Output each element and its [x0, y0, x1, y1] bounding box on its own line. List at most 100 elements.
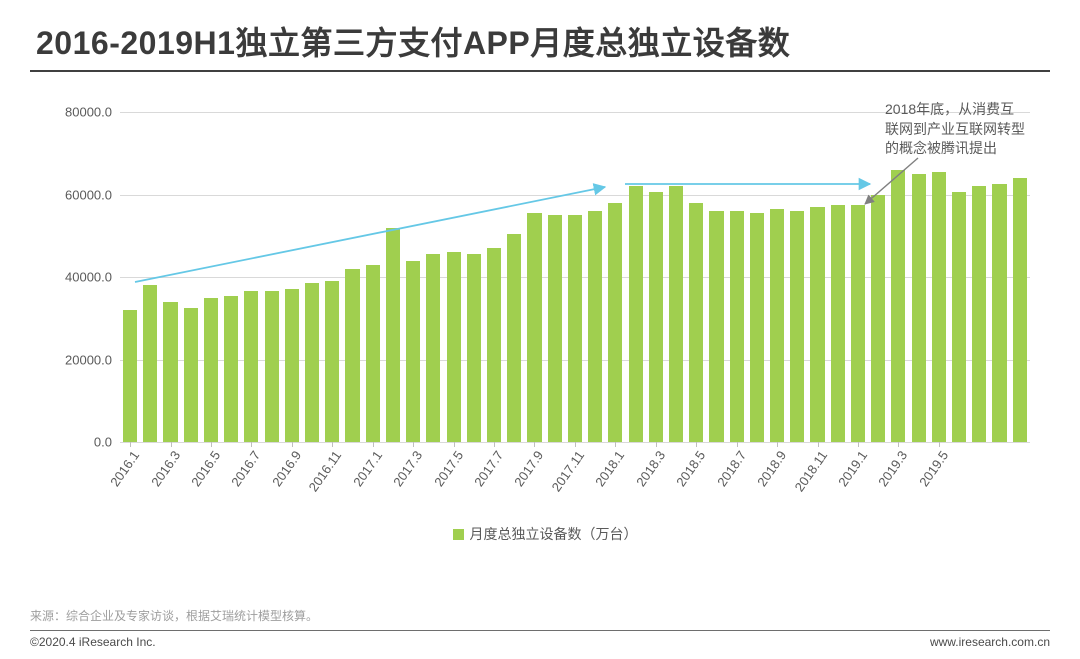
bar-slot — [383, 112, 403, 442]
bar — [709, 211, 723, 442]
page: 2016-2019H1独立第三方支付APP月度总独立设备数 0.020000.0… — [0, 0, 1080, 659]
x-tick — [454, 442, 455, 447]
bar-slot — [969, 112, 989, 442]
y-tick-label: 60000.0 — [50, 187, 112, 202]
bar-slot — [363, 112, 383, 442]
x-label-slot: 2016.1 — [120, 444, 140, 524]
x-tick — [211, 442, 212, 447]
bar-slot — [322, 112, 342, 442]
bar — [224, 296, 238, 442]
x-tick — [494, 442, 495, 447]
annotation-text: 2018年底，从消费互 联网到产业互联网转型 的概念被腾讯提出 — [885, 100, 1025, 159]
bar-slot — [444, 112, 464, 442]
bar-slot — [302, 112, 322, 442]
bar — [790, 211, 804, 442]
x-label-slot: 2017.5 — [444, 444, 464, 524]
bar — [689, 203, 703, 442]
bar-slot — [747, 112, 767, 442]
x-label-slot — [949, 444, 969, 524]
x-label-slot: 2018.3 — [646, 444, 666, 524]
x-tick — [413, 442, 414, 447]
x-tick — [373, 442, 374, 447]
bar — [1013, 178, 1027, 442]
bar — [184, 308, 198, 442]
x-tick — [171, 442, 172, 447]
bar-slot — [929, 112, 949, 442]
x-label-slot: 2017.3 — [403, 444, 423, 524]
bar-chart: 0.020000.040000.060000.080000.0 2016.1 20… — [50, 112, 1040, 542]
legend-label: 月度总独立设备数（万台） — [470, 526, 638, 542]
x-tick — [898, 442, 899, 447]
bar-slot — [807, 112, 827, 442]
footer: 来源：综合企业及专家访谈，根据艾瑞统计模型核算。 ©2020.4 iResear… — [30, 607, 1050, 649]
x-label-slot: 2018.7 — [727, 444, 747, 524]
legend: 月度总独立设备数（万台） — [50, 524, 1040, 544]
y-tick-label: 40000.0 — [50, 270, 112, 285]
bar-slot — [221, 112, 241, 442]
copyright: ©2020.4 iResearch Inc. — [30, 635, 156, 649]
x-tick — [818, 442, 819, 447]
x-label-slot: 2016.7 — [241, 444, 261, 524]
x-label-slot: 2019.3 — [888, 444, 908, 524]
bar — [932, 172, 946, 442]
bar-slot — [848, 112, 868, 442]
bar-slot — [1010, 112, 1030, 442]
bar — [487, 248, 501, 442]
bar-slot — [282, 112, 302, 442]
bar-slot — [646, 112, 666, 442]
bar — [568, 215, 582, 442]
bar-slot — [888, 112, 908, 442]
bar-slot — [686, 112, 706, 442]
title-underline — [30, 70, 1050, 72]
bar — [527, 213, 541, 442]
bar-slot — [625, 112, 645, 442]
bar-slot — [727, 112, 747, 442]
x-label-slot: 2018.11 — [807, 444, 827, 524]
x-label-slot: 2019.5 — [929, 444, 949, 524]
bar — [143, 285, 157, 442]
x-label-slot — [969, 444, 989, 524]
x-tick — [130, 442, 131, 447]
site-link: www.iresearch.com.cn — [930, 635, 1050, 649]
bar-slot — [120, 112, 140, 442]
bar-slot — [909, 112, 929, 442]
plot-area: 0.020000.040000.060000.080000.0 — [120, 112, 1030, 442]
legend-swatch — [453, 529, 464, 540]
bar-slot — [160, 112, 180, 442]
x-label-slot: 2018.9 — [767, 444, 787, 524]
bar-slot — [464, 112, 484, 442]
x-label-slot — [1010, 444, 1030, 524]
bar — [992, 184, 1006, 442]
x-label-slot: 2018.5 — [686, 444, 706, 524]
bar-slot — [181, 112, 201, 442]
bar — [386, 228, 400, 443]
page-title: 2016-2019H1独立第三方支付APP月度总独立设备数 — [36, 18, 1050, 64]
bar — [770, 209, 784, 442]
bar — [629, 186, 643, 442]
bar — [447, 252, 461, 442]
x-label-slot: 2016.5 — [201, 444, 221, 524]
bar-slot — [545, 112, 565, 442]
bar-slot — [787, 112, 807, 442]
bar — [649, 192, 663, 442]
x-label-slot: 2017.1 — [363, 444, 383, 524]
bar — [912, 174, 926, 442]
y-tick-label: 80000.0 — [50, 105, 112, 120]
bar — [204, 298, 218, 442]
bar-slot — [767, 112, 787, 442]
bar — [669, 186, 683, 442]
bar — [244, 291, 258, 442]
bar-slot — [989, 112, 1009, 442]
x-tick — [292, 442, 293, 447]
bar — [265, 291, 279, 442]
x-label-slot: 2017.11 — [565, 444, 585, 524]
bar-slot — [868, 112, 888, 442]
bar — [871, 195, 885, 443]
bar-slot — [201, 112, 221, 442]
bar-slot — [262, 112, 282, 442]
x-tick — [615, 442, 616, 447]
x-tick — [575, 442, 576, 447]
bar-slot — [949, 112, 969, 442]
bar-slot — [484, 112, 504, 442]
x-label-slot — [989, 444, 1009, 524]
